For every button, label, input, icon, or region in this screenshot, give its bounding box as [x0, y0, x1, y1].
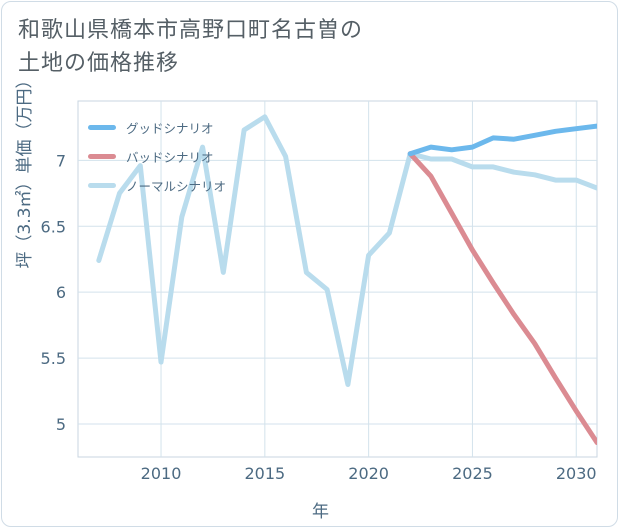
legend-label-good: グッドシナリオ [126, 121, 214, 136]
series-line-1 [407, 151, 597, 445]
x-tick-label: 2025 [452, 464, 493, 483]
legend-item-normal[interactable]: ノーマルシナリオ [88, 171, 226, 200]
x-tick-label: 2015 [244, 464, 285, 483]
x-axis-label: 年 [312, 502, 329, 522]
legend-label-normal: ノーマルシナリオ [126, 179, 227, 194]
y-tick-label: 5.5 [41, 349, 66, 368]
x-tick-label: 2030 [556, 464, 597, 483]
chart-title-line-1: 和歌山県橋本市高野口町名古曽の [18, 18, 364, 43]
chart-title: 和歌山県橋本市高野口町名古曽の 土地の価格推移 [18, 14, 458, 80]
y-tick-label: 5 [56, 415, 66, 434]
y-tick-label: 6.5 [41, 217, 66, 236]
legend: グッドシナリオ バッドシナリオ ノーマルシナリオ [88, 113, 226, 200]
plot-area [77, 100, 598, 458]
y-axis-label: 坪（3.3㎡）単価（万円） [15, 71, 35, 269]
x-tick-label: 2010 [141, 464, 182, 483]
legend-swatch-good [88, 125, 116, 130]
series-line-2 [96, 114, 597, 387]
legend-item-bad[interactable]: バッドシナリオ [88, 142, 226, 171]
y-tick-label: 7 [56, 151, 66, 170]
legend-label-bad: バッドシナリオ [126, 150, 214, 165]
series-line-0 [407, 123, 597, 157]
legend-swatch-normal [88, 183, 116, 188]
y-tick-label: 6 [56, 283, 66, 302]
legend-swatch-bad [88, 154, 116, 159]
x-tick-label: 2020 [348, 464, 389, 483]
legend-item-good[interactable]: グッドシナリオ [88, 113, 226, 142]
chart-title-line-2: 土地の価格推移 [18, 51, 180, 76]
